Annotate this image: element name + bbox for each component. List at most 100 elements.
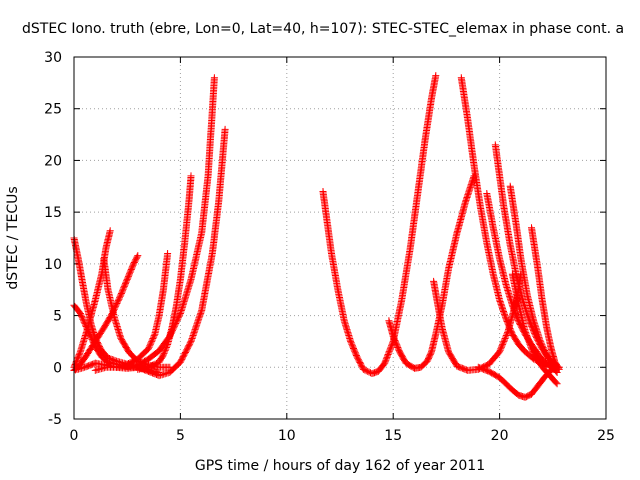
data-point (148, 336, 156, 344)
data-point (162, 345, 170, 353)
data-point (79, 315, 87, 323)
data-point (72, 359, 80, 367)
series-7 (70, 252, 142, 374)
data-point (145, 345, 152, 353)
data-point (166, 363, 174, 371)
data-point (106, 227, 114, 235)
data-point (162, 344, 170, 351)
data-point (188, 336, 195, 344)
data-point (541, 348, 549, 356)
data-point (124, 274, 132, 282)
data-point (362, 367, 370, 375)
x-tick-label: 15 (384, 428, 402, 444)
series-2 (91, 125, 229, 380)
data-point (149, 335, 157, 342)
data-point (524, 336, 532, 344)
data-point (540, 345, 548, 353)
data-point (499, 339, 507, 347)
data-point (382, 355, 390, 363)
y-tick-label: 5 (53, 309, 62, 325)
data-point (78, 312, 86, 320)
data-point (387, 343, 395, 351)
y-tick-label: 0 (53, 360, 62, 376)
data-point (148, 337, 156, 345)
series-13 (457, 74, 563, 371)
series-3 (134, 172, 195, 373)
series-11 (385, 172, 478, 372)
plot-frame (73, 56, 607, 420)
data-point (432, 72, 440, 80)
data-point (384, 351, 392, 358)
data-point (146, 342, 154, 350)
data-point (76, 349, 84, 357)
data-point (386, 346, 394, 354)
data-point (539, 342, 547, 350)
data-point (497, 343, 505, 351)
data-point (347, 339, 355, 347)
data-point (496, 346, 504, 354)
y-tick-label: 15 (44, 205, 62, 221)
data-point (552, 364, 560, 372)
series-9 (100, 255, 174, 371)
data-point (348, 340, 356, 348)
data-point (114, 297, 122, 305)
y-tick-label: -5 (48, 412, 62, 428)
x-axis-label: GPS time / hours of day 162 of year 2011 (195, 458, 485, 474)
data-point (163, 342, 171, 350)
data-point (502, 332, 510, 339)
series-10 (319, 72, 440, 377)
data-point (501, 336, 508, 344)
data-point (542, 349, 550, 357)
data-point (384, 352, 391, 360)
data-point (76, 310, 84, 317)
data-point (539, 344, 547, 352)
data-point (496, 348, 504, 356)
chart-ticks: 0 5 10 15 20 25 -5 0 5 10 15 20 25 30 (44, 50, 615, 444)
data-point (80, 317, 88, 325)
data-point (133, 253, 141, 261)
data-point (394, 344, 402, 351)
data-point (553, 363, 561, 371)
data-point (382, 356, 390, 364)
data-point (497, 345, 505, 353)
data-point (552, 379, 560, 387)
data-point (78, 314, 86, 322)
chart-marks (70, 72, 563, 401)
data-point (146, 340, 154, 348)
chart-title: dSTEC Iono. truth (ebre, Lon=0, Lat=40, … (22, 21, 624, 37)
y-tick-label: 30 (44, 50, 62, 66)
data-point (538, 341, 546, 349)
data-point (145, 343, 153, 351)
x-tick-label: 10 (278, 428, 296, 444)
series-17 (528, 224, 563, 373)
data-point (159, 351, 167, 359)
data-point (506, 325, 514, 332)
x-tick-label: 20 (491, 428, 509, 444)
x-tick-label: 5 (176, 428, 185, 444)
data-point (161, 348, 169, 356)
data-point (385, 348, 393, 356)
data-point (161, 346, 169, 354)
data-point (115, 295, 123, 303)
data-point (147, 339, 155, 347)
x-tick-label: 0 (70, 428, 79, 444)
data-point (500, 337, 508, 345)
data-point (150, 332, 158, 340)
data-point (221, 125, 229, 133)
series-19 (508, 270, 561, 388)
data-point (118, 288, 126, 296)
data-point (541, 347, 548, 354)
data-point (526, 340, 534, 348)
y-tick-label: 10 (44, 257, 62, 273)
series-18 (474, 363, 561, 401)
data-point (87, 334, 95, 342)
data-point (523, 332, 531, 339)
data-point (537, 339, 545, 347)
data-point (164, 250, 172, 257)
data-point (498, 342, 506, 350)
data-point (160, 349, 168, 357)
y-tick-label: 20 (44, 153, 62, 169)
data-point (134, 252, 142, 260)
y-axis-label: dSTEC / TECUs (5, 186, 21, 289)
data-point (501, 335, 509, 342)
